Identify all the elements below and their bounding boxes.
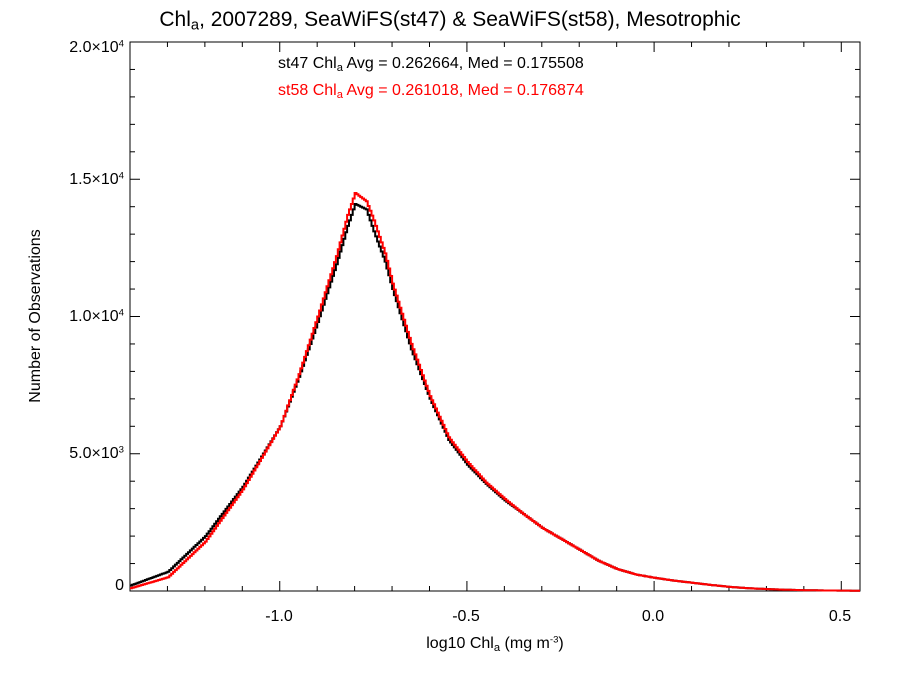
y-tick-label: 5.0×103 xyxy=(69,444,124,462)
series-line-st58 xyxy=(130,192,860,592)
annotation-st58: st58 Chla Avg = 0.261018, Med = 0.176874 xyxy=(278,82,584,101)
y-tick-label: 1.5×104 xyxy=(69,170,124,188)
y-tick-label: 1.0×104 xyxy=(69,307,124,325)
y-tick-label: 2.0×104 xyxy=(69,38,124,56)
y-axis-label: Number of Observations xyxy=(27,229,44,403)
plot-frame xyxy=(129,41,861,592)
x-tick-label: 0.0 xyxy=(641,608,665,625)
series-line-st47 xyxy=(130,203,860,592)
annotation-st47: st47 Chla Avg = 0.262664, Med = 0.175508 xyxy=(278,55,584,74)
x-tick-label: -1.0 xyxy=(265,608,293,625)
x-tick-label: 0.5 xyxy=(828,608,852,625)
x-axis-label: log10 Chla (mg m-3) xyxy=(426,634,564,654)
x-tick-label: -0.5 xyxy=(452,608,480,625)
chart-title: Chla, 2007289, SeaWiFS(st47) & SeaWiFS(s… xyxy=(159,8,741,34)
y-tick-label: 0 xyxy=(115,577,124,594)
